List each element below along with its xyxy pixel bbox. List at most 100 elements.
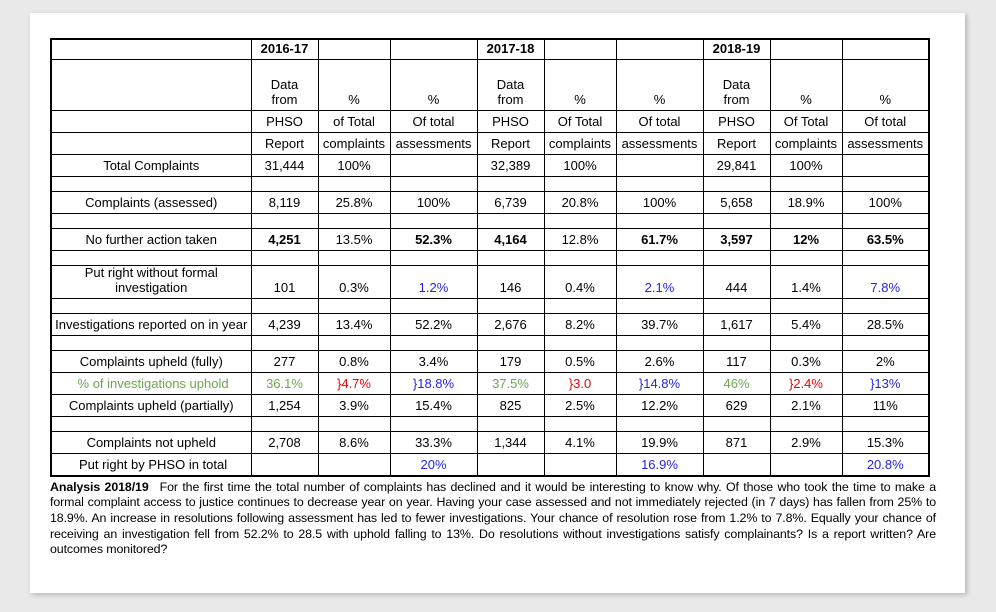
row-label: Investigations reported on in year bbox=[50, 312, 252, 336]
blank-cell bbox=[317, 176, 391, 192]
blank-cell bbox=[389, 334, 478, 351]
blank-cell bbox=[702, 297, 771, 314]
column-header-cell: assessments bbox=[841, 132, 930, 155]
data-cell: 2,708 bbox=[250, 430, 319, 454]
data-cell: 2.1% bbox=[615, 265, 704, 299]
row-label: Put right by PHSO in total bbox=[50, 452, 252, 477]
blank-cell bbox=[50, 213, 252, 229]
data-cell: 117 bbox=[702, 349, 771, 373]
header-cell bbox=[317, 38, 391, 60]
data-cell: 101 bbox=[250, 265, 319, 299]
column-header-cell: Of total bbox=[615, 110, 704, 133]
blank-cell bbox=[476, 213, 545, 229]
blank-cell bbox=[615, 213, 704, 229]
blank-cell bbox=[543, 250, 617, 266]
data-cell: 2.5% bbox=[543, 393, 617, 417]
column-header-cell: Of Total bbox=[543, 110, 617, 133]
data-cell: 2.9% bbox=[769, 430, 843, 454]
data-cell: 3.4% bbox=[389, 349, 478, 373]
data-cell: 0.5% bbox=[543, 349, 617, 373]
blank-cell bbox=[841, 297, 930, 314]
data-cell: }14.8% bbox=[615, 371, 704, 395]
data-cell bbox=[841, 154, 930, 177]
data-cell: 629 bbox=[702, 393, 771, 417]
data-cell bbox=[317, 452, 391, 477]
data-cell: 13.4% bbox=[317, 312, 391, 336]
blank-cell bbox=[250, 415, 319, 432]
data-cell: 15.3% bbox=[841, 430, 930, 454]
data-cell: 8.6% bbox=[317, 430, 391, 454]
document-page: 2016-17 2017-18 2018-19 Data from%% Data fro… bbox=[30, 13, 965, 593]
column-header-cell: % bbox=[615, 59, 704, 111]
header-cell bbox=[389, 38, 478, 60]
data-cell: 100% bbox=[317, 154, 391, 177]
blank-cell bbox=[389, 213, 478, 229]
analysis-title: Analysis 2018/19 bbox=[50, 479, 149, 494]
page-content: 2016-17 2017-18 2018-19 Data from%% Data fro… bbox=[30, 13, 965, 558]
data-cell: 100% bbox=[769, 154, 843, 177]
data-cell: 12.2% bbox=[615, 393, 704, 417]
data-cell: 61.7% bbox=[615, 228, 704, 251]
blank-cell bbox=[50, 297, 252, 314]
data-cell: 20.8% bbox=[841, 452, 930, 477]
data-cell: 31,444 bbox=[250, 154, 319, 177]
data-cell: 0.8% bbox=[317, 349, 391, 373]
blank-cell bbox=[841, 176, 930, 192]
blank-cell bbox=[702, 250, 771, 266]
data-cell bbox=[476, 452, 545, 477]
data-cell: 179 bbox=[476, 349, 545, 373]
blank-cell bbox=[317, 415, 391, 432]
blank-cell bbox=[317, 250, 391, 266]
header-cell bbox=[50, 59, 252, 111]
column-header-cell: PHSO bbox=[702, 110, 771, 133]
data-cell: 52.2% bbox=[389, 312, 478, 336]
blank-cell bbox=[615, 334, 704, 351]
row-label: % of investigations uphold bbox=[50, 371, 252, 395]
blank-cell bbox=[769, 250, 843, 266]
data-cell: 6,739 bbox=[476, 191, 545, 214]
data-cell bbox=[389, 154, 478, 177]
analysis-paragraph: Analysis 2018/19 For the first time the t… bbox=[50, 480, 936, 558]
data-cell: 15.4% bbox=[389, 393, 478, 417]
column-header-cell: of Total bbox=[317, 110, 391, 133]
blank-cell bbox=[250, 297, 319, 314]
data-cell: 0.3% bbox=[317, 265, 391, 299]
year-header-cell: 2016-17 bbox=[250, 38, 319, 60]
data-cell: 19.9% bbox=[615, 430, 704, 454]
data-cell: 2% bbox=[841, 349, 930, 373]
data-cell: 25.8% bbox=[317, 191, 391, 214]
data-cell: 4,251 bbox=[250, 228, 319, 251]
blank-cell bbox=[389, 415, 478, 432]
data-cell: 277 bbox=[250, 349, 319, 373]
data-cell: }3.0 bbox=[543, 371, 617, 395]
blank-cell bbox=[615, 250, 704, 266]
data-cell bbox=[615, 154, 704, 177]
blank-cell bbox=[250, 213, 319, 229]
data-cell: 7.8% bbox=[841, 265, 930, 299]
data-cell: 3.9% bbox=[317, 393, 391, 417]
row-label: Total Complaints bbox=[50, 154, 252, 177]
column-header-cell: Report bbox=[476, 132, 545, 155]
header-cell bbox=[769, 38, 843, 60]
column-header-cell: % bbox=[543, 59, 617, 111]
data-cell: 52.3% bbox=[389, 228, 478, 251]
data-cell: 2.6% bbox=[615, 349, 704, 373]
year-header-cell: 2018-19 bbox=[702, 38, 771, 60]
blank-cell bbox=[250, 176, 319, 192]
data-cell: 39.7% bbox=[615, 312, 704, 336]
data-cell: 1.4% bbox=[769, 265, 843, 299]
column-header-cell: % bbox=[841, 59, 930, 111]
blank-cell bbox=[702, 176, 771, 192]
data-cell bbox=[769, 452, 843, 477]
data-cell: 29,841 bbox=[702, 154, 771, 177]
blank-cell bbox=[841, 213, 930, 229]
blank-cell bbox=[50, 250, 252, 266]
header-cell bbox=[543, 38, 617, 60]
column-header-cell: % bbox=[317, 59, 391, 111]
column-header-cell: Data from bbox=[250, 59, 319, 111]
data-cell: 100% bbox=[841, 191, 930, 214]
data-cell: 2,676 bbox=[476, 312, 545, 336]
data-cell: 32,389 bbox=[476, 154, 545, 177]
row-label: Put right without formal investigation bbox=[50, 265, 252, 299]
